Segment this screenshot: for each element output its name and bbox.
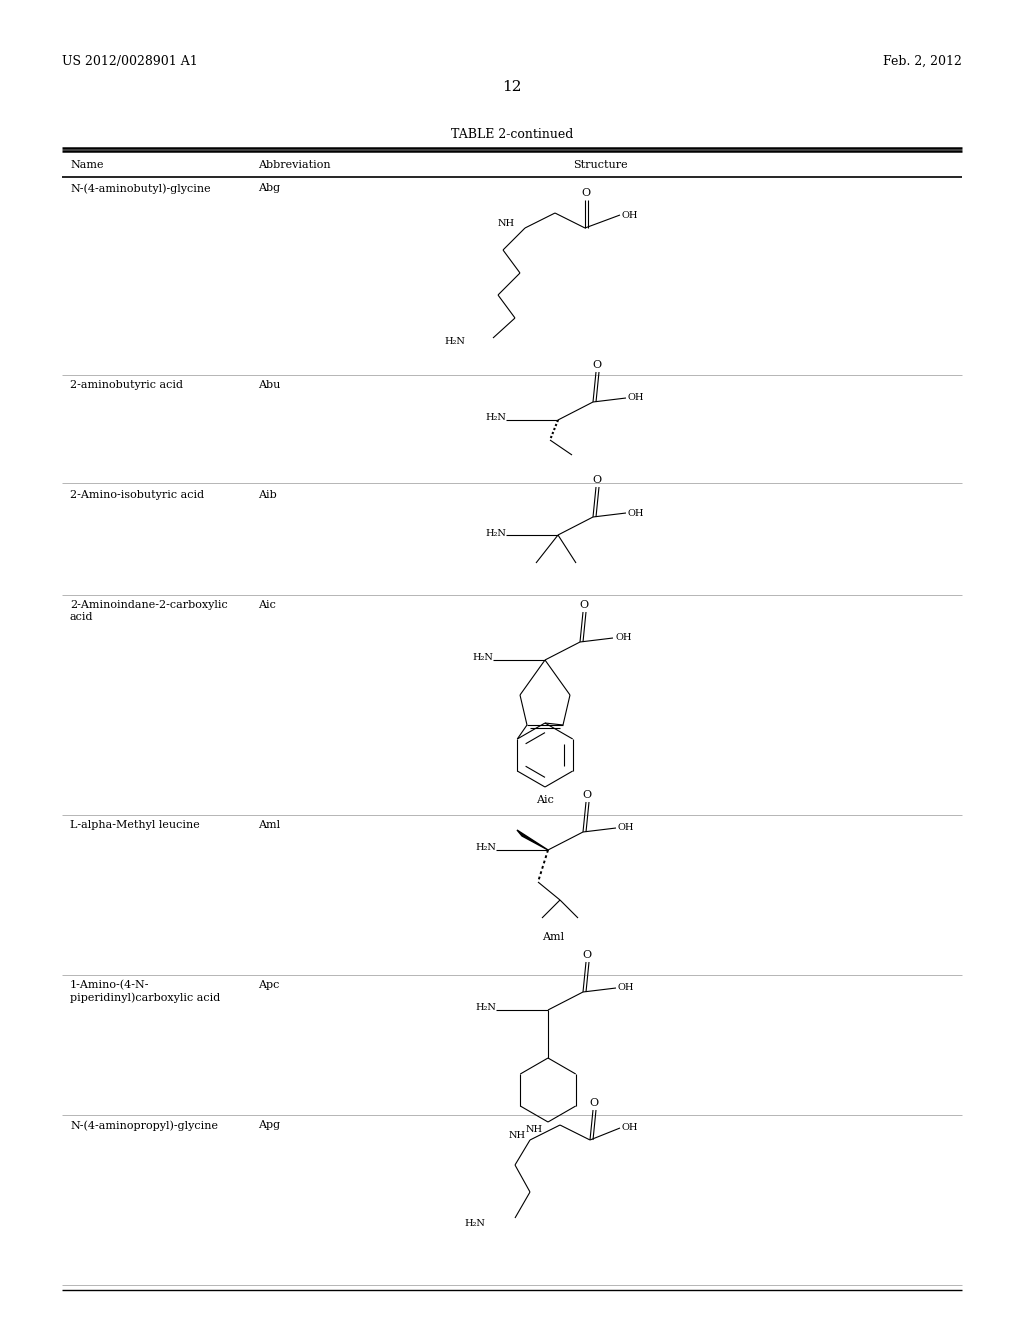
Text: H₂N: H₂N: [485, 528, 506, 537]
Text: N-(4-aminopropyl)-glycine: N-(4-aminopropyl)-glycine: [70, 1119, 218, 1130]
Text: O: O: [580, 601, 589, 610]
Text: OH: OH: [618, 824, 635, 833]
Text: OH: OH: [622, 210, 639, 219]
Text: H₂N: H₂N: [475, 1003, 496, 1012]
Text: 2-aminobutyric acid: 2-aminobutyric acid: [70, 380, 183, 389]
Text: Aml: Aml: [258, 820, 281, 830]
Text: O: O: [593, 360, 601, 370]
Text: Structure: Structure: [572, 160, 628, 170]
Text: OH: OH: [628, 508, 644, 517]
Text: NH: NH: [525, 1125, 543, 1134]
Text: NH: NH: [509, 1131, 526, 1140]
Text: O: O: [583, 789, 592, 800]
Text: O: O: [590, 1098, 599, 1107]
Text: H₂N: H₂N: [464, 1218, 485, 1228]
Text: O: O: [582, 187, 591, 198]
Text: Feb. 2, 2012: Feb. 2, 2012: [883, 55, 962, 69]
Text: 1-Amino-(4-N-
piperidinyl)carboxylic acid: 1-Amino-(4-N- piperidinyl)carboxylic aci…: [70, 979, 220, 1003]
Text: 2-Amino-isobutyric acid: 2-Amino-isobutyric acid: [70, 490, 204, 500]
Text: H₂N: H₂N: [485, 413, 506, 422]
Text: 2-Aminoindane-2-carboxylic
acid: 2-Aminoindane-2-carboxylic acid: [70, 601, 227, 622]
Text: O: O: [583, 950, 592, 960]
Text: Abg: Abg: [258, 183, 281, 193]
Text: Aml: Aml: [542, 932, 564, 942]
Text: Abu: Abu: [258, 380, 281, 389]
Text: Apg: Apg: [258, 1119, 281, 1130]
Text: Abbreviation: Abbreviation: [258, 160, 331, 170]
Text: Aic: Aic: [258, 601, 275, 610]
Text: Aib: Aib: [258, 490, 276, 500]
Text: OH: OH: [628, 393, 644, 403]
Polygon shape: [517, 830, 548, 850]
Text: OH: OH: [618, 983, 635, 993]
Text: L-alpha-Methyl leucine: L-alpha-Methyl leucine: [70, 820, 200, 830]
Text: N-(4-aminobutyl)-glycine: N-(4-aminobutyl)-glycine: [70, 183, 211, 194]
Text: Aic: Aic: [536, 795, 554, 805]
Text: 12: 12: [502, 81, 522, 94]
Text: NH: NH: [498, 219, 515, 228]
Text: H₂N: H₂N: [475, 843, 496, 853]
Text: H₂N: H₂N: [472, 653, 493, 663]
Text: OH: OH: [622, 1123, 639, 1133]
Text: OH: OH: [615, 634, 632, 643]
Text: TABLE 2-continued: TABLE 2-continued: [451, 128, 573, 141]
Text: US 2012/0028901 A1: US 2012/0028901 A1: [62, 55, 198, 69]
Text: Name: Name: [70, 160, 103, 170]
Text: O: O: [593, 475, 601, 484]
Text: Apc: Apc: [258, 979, 280, 990]
Text: H₂N: H₂N: [444, 337, 465, 346]
